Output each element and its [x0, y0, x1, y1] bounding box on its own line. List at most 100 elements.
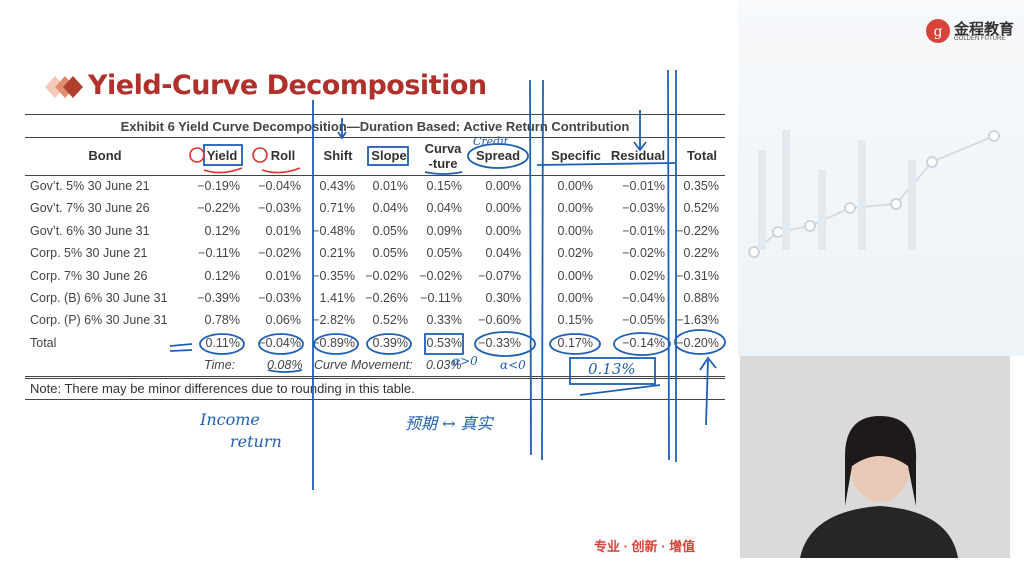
cell-shift: 0.43%: [319, 179, 355, 193]
column-header-bond: Bond: [88, 148, 122, 163]
annotation-sum: 0.13%: [588, 360, 636, 378]
cell-yield: 0.11%: [205, 335, 240, 350]
cell-residual: −0.02%: [622, 246, 665, 261]
cell-yield: 0.12%: [204, 223, 240, 238]
cell-slope: 0.05%: [372, 246, 408, 261]
golden-future-logo-icon: g: [926, 19, 950, 43]
cell-curvature: 0.33%: [426, 313, 462, 328]
cell-spread: −0.33%: [478, 335, 521, 350]
cell-yield: 0.78%: [204, 313, 240, 328]
exhibit-title: Exhibit 6 Yield Curve Decomposition—Dura…: [120, 119, 630, 134]
cell-yield: 0.12%: [204, 268, 240, 283]
cell-specific: 0.00%: [557, 291, 593, 305]
cell-spread: 0.00%: [485, 201, 521, 216]
cell-spread: 0.00%: [485, 223, 521, 238]
cell-total: 0.88%: [683, 291, 719, 305]
cell-roll: −0.03%: [258, 201, 301, 216]
row-label: Corp. 7% 30 June 26: [30, 268, 148, 283]
cell-roll: −0.02%: [258, 246, 301, 261]
cell-total: 0.35%: [683, 179, 719, 193]
svg-text:g: g: [934, 24, 943, 40]
cell-spread: 0.04%: [485, 246, 521, 261]
title-diamonds-icon: [33, 72, 83, 102]
slide-title: Yield-Curve Decomposition: [88, 70, 487, 101]
cell-total: −0.20%: [676, 335, 719, 350]
cell-spread: −0.60%: [478, 313, 521, 328]
cell-slope: 0.04%: [372, 201, 408, 216]
annotation-credit: Credit: [473, 135, 509, 148]
rule: [25, 399, 725, 400]
row-label: Gov’t. 6% 30 June 31: [30, 223, 150, 238]
cell-shift: 0.21%: [319, 246, 355, 261]
cell-curvature: −0.11%: [420, 291, 462, 305]
column-header-spread: Spread: [475, 148, 521, 163]
cell-slope: 0.05%: [372, 223, 408, 238]
cell-roll: −0.03%: [258, 291, 301, 305]
cell-total: 0.22%: [683, 246, 719, 261]
cell-roll: −0.04%: [258, 335, 301, 350]
cell-specific: 0.17%: [557, 335, 593, 350]
cell-yield: −0.22%: [197, 201, 240, 216]
cell-total: 0.52%: [683, 201, 719, 216]
cell-specific: 0.00%: [557, 268, 593, 283]
row-label: Gov’t. 5% 30 June 21: [30, 179, 150, 193]
column-header-specific: Specific: [551, 148, 601, 163]
cell-total: −0.31%: [676, 268, 719, 283]
cell-spread: 0.30%: [485, 291, 521, 305]
annotation-alpha-pos: α>0: [452, 354, 478, 368]
cell-specific: 0.00%: [557, 179, 593, 193]
cell-residual: −0.14%: [622, 335, 665, 350]
cell-residual: −0.03%: [622, 201, 665, 216]
annotation-alpha-neg: α<0: [500, 358, 526, 372]
handwriting-overlay: [169, 69, 726, 490]
curve-movement-value: 0.03%: [426, 358, 462, 372]
cell-shift: −2.82%: [312, 313, 355, 328]
cell-specific: 0.15%: [557, 313, 593, 328]
cell-specific: 0.00%: [557, 201, 593, 216]
column-header-total: Total: [686, 148, 718, 163]
cell-total: −1.63%: [676, 313, 719, 328]
cell-slope: 0.01%: [372, 179, 408, 193]
column-header-curvature: Curva -ture: [424, 141, 462, 171]
cell-curvature: 0.53%: [426, 335, 462, 350]
rule: [25, 376, 725, 379]
row-label: Gov’t. 7% 30 June 26: [30, 201, 150, 216]
brand-name: 金程教育: [954, 21, 1015, 38]
column-header-roll: Roll: [270, 148, 296, 163]
row-label: Corp. (B) 6% 30 June 31: [30, 291, 168, 305]
annotation-return: return: [230, 432, 282, 451]
cell-shift: −0.35%: [312, 268, 355, 283]
cell-specific: 0.02%: [557, 246, 593, 261]
cell-shift: 0.71%: [319, 201, 355, 216]
table-note: Note: There may be minor differences due…: [30, 381, 415, 396]
cell-curvature: 0.09%: [426, 223, 462, 238]
cell-total: −0.22%: [676, 223, 719, 238]
cell-curvature: 0.05%: [426, 246, 462, 261]
cell-residual: −0.04%: [622, 291, 665, 305]
column-header-slope: Slope: [371, 148, 407, 163]
cell-shift: 1.41%: [319, 291, 355, 305]
cell-roll: 0.06%: [265, 313, 301, 328]
time-label: Time:: [204, 358, 236, 372]
row-label: Corp. 5% 30 June 21: [30, 246, 148, 261]
annotation-expected-actual: 预期 ↔ 真实: [405, 414, 493, 433]
cell-residual: −0.01%: [622, 223, 665, 238]
time-value: 0.08%: [267, 358, 303, 372]
background-chart-image: [738, 0, 1024, 356]
rule: [25, 137, 725, 138]
cell-residual: −0.01%: [622, 179, 665, 193]
cell-curvature: −0.02%: [419, 268, 462, 283]
cell-shift: −0.89%: [312, 335, 355, 350]
cell-shift: −0.48%: [312, 223, 355, 238]
cell-slope: −0.26%: [365, 291, 408, 305]
brand-sub: GOLDEN FUTURE: [954, 36, 1006, 42]
column-header-shift: Shift: [323, 148, 353, 163]
cell-yield: −0.19%: [197, 179, 240, 193]
rule: [25, 175, 725, 176]
cell-spread: −0.07%: [478, 268, 521, 283]
row-label: Total: [30, 335, 57, 350]
cell-roll: 0.01%: [265, 223, 301, 238]
cell-curvature: 0.04%: [426, 201, 462, 216]
cell-specific: 0.00%: [557, 223, 593, 238]
cell-yield: −0.39%: [197, 291, 240, 305]
